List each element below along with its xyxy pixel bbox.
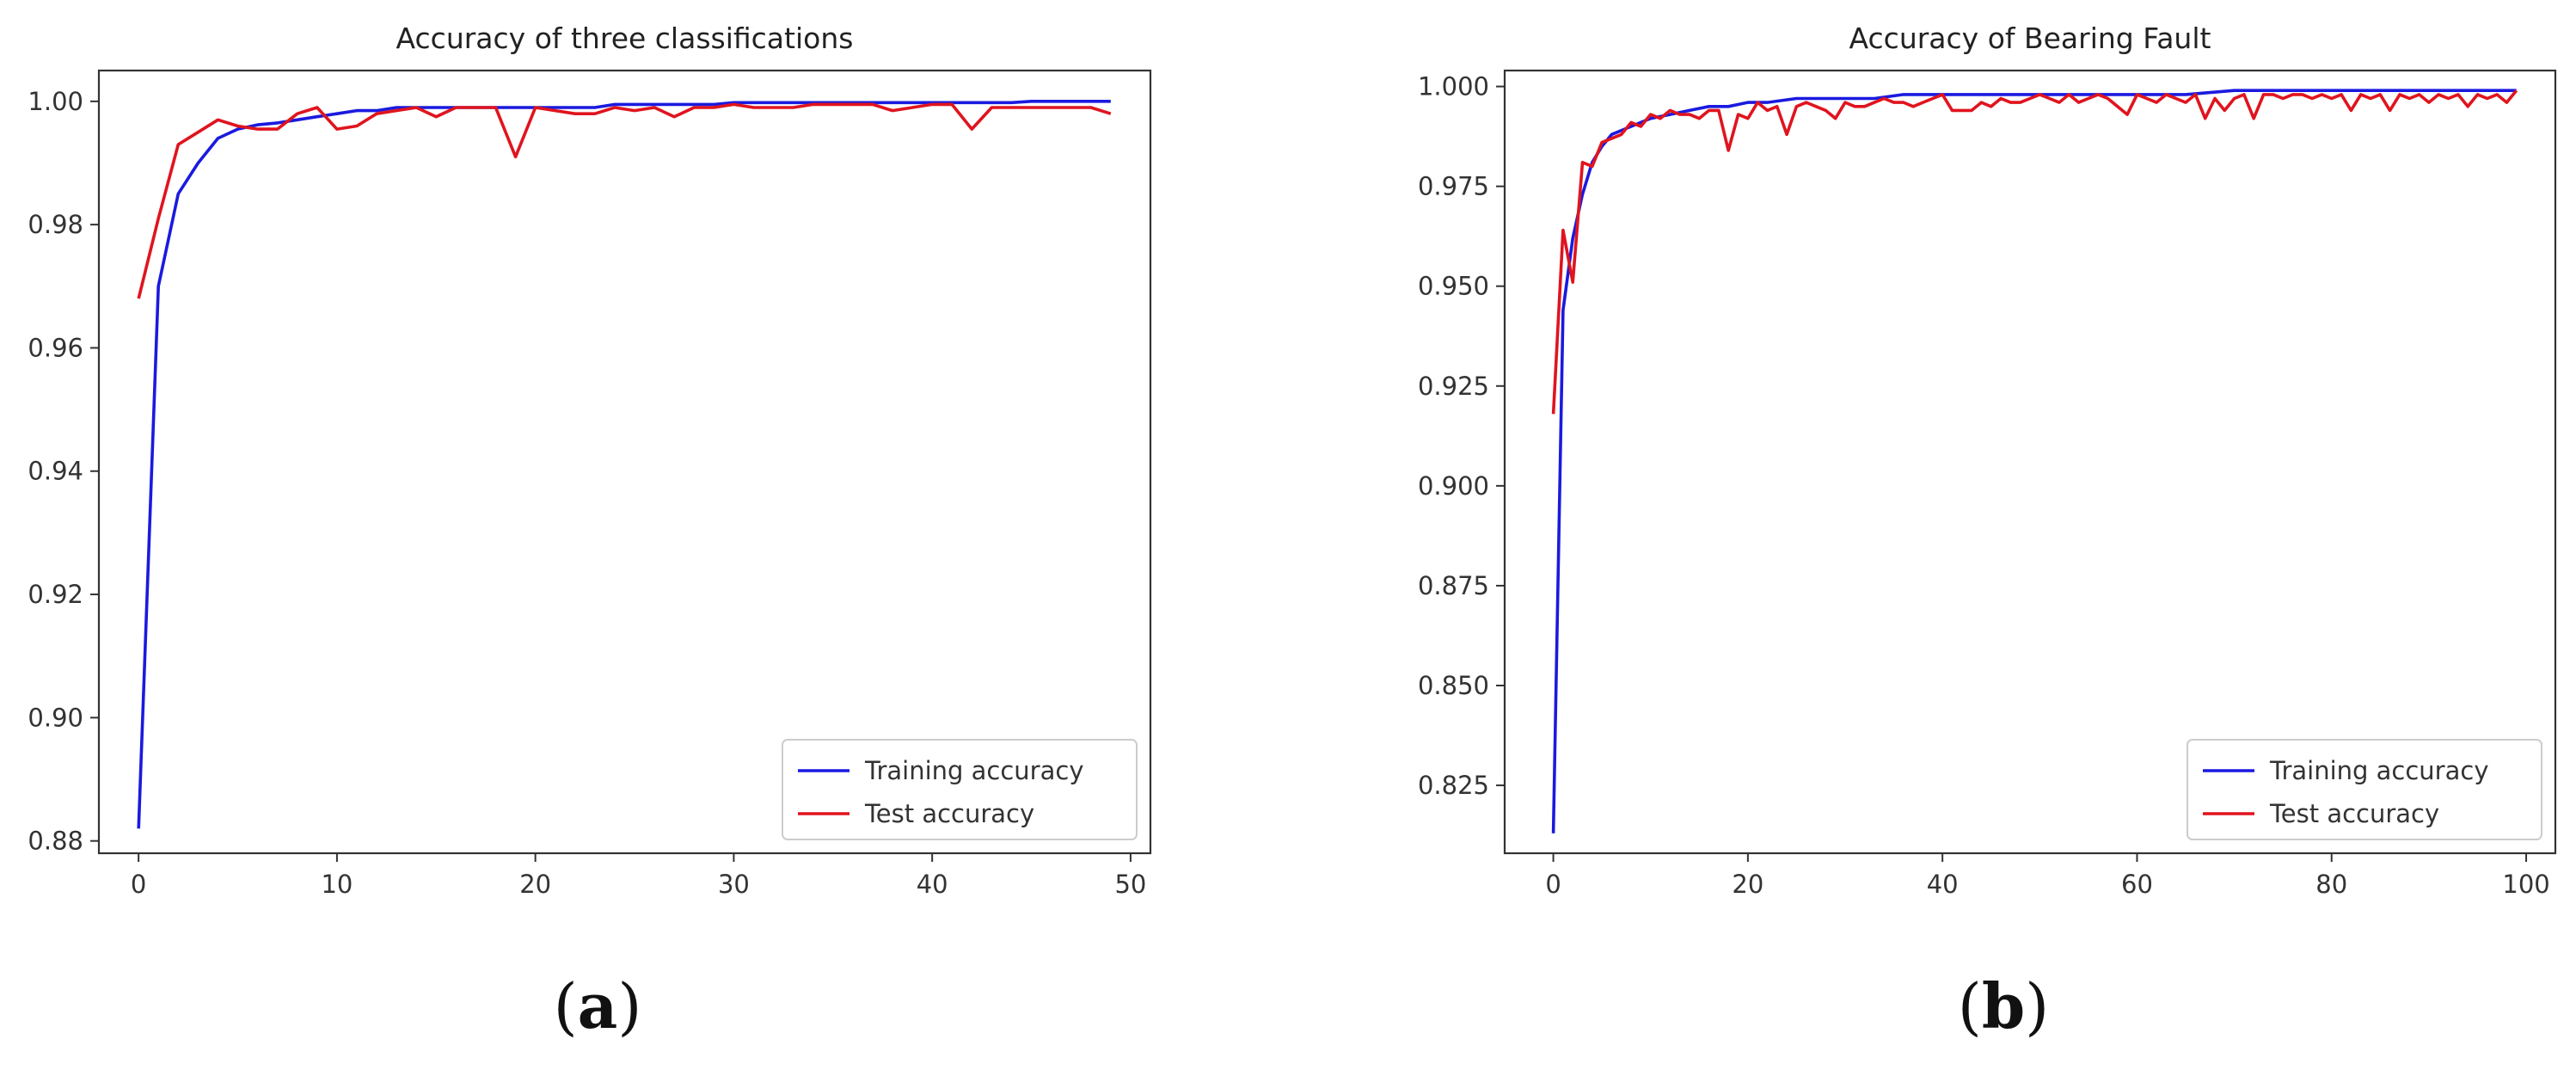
y-tick-label: 0.950 <box>1418 272 1489 301</box>
x-tick-label: 40 <box>917 870 948 899</box>
y-tick-label: 0.88 <box>28 827 83 856</box>
plot-frame <box>97 69 1152 855</box>
chart-panel-a: Accuracy of three classifications 0 10 20 30… <box>28 22 1152 1042</box>
legend-label-test: Test accuracy <box>2269 799 2439 828</box>
x-tick-label: 0 <box>1545 870 1561 899</box>
y-tick-label: 0.90 <box>28 703 83 732</box>
x-tick-label: 20 <box>519 870 551 899</box>
y-tick-label: 1.00 <box>28 87 83 116</box>
legend-label-training: Training accuracy <box>864 756 1084 785</box>
plot-frame <box>1503 69 2557 855</box>
y-tick-label: 0.975 <box>1418 172 1489 201</box>
panel-caption: (a) <box>554 969 642 1042</box>
legend-label-training: Training accuracy <box>2269 756 2489 785</box>
series-line-test <box>1551 89 2518 415</box>
y-tick-label: 0.925 <box>1418 372 1489 401</box>
panel-caption: (b) <box>1958 969 2050 1042</box>
y-tick-label: 0.94 <box>28 457 83 486</box>
series-line-training <box>1551 89 2517 833</box>
legend: Training accuracy Test accuracy <box>782 739 1138 840</box>
series-line-training <box>137 100 1111 829</box>
y-tick-label: 0.92 <box>28 580 83 609</box>
x-tick-label: 80 <box>2315 870 2347 899</box>
y-tick-label: 1.000 <box>1418 72 1489 101</box>
x-tick-label: 20 <box>1732 870 1763 899</box>
y-tick-label: 0.875 <box>1418 571 1489 600</box>
x-tick-label: 40 <box>1927 870 1959 899</box>
y-tick-label: 0.96 <box>28 333 83 362</box>
x-tick-label: 60 <box>2121 870 2153 899</box>
x-tick-label: 30 <box>718 870 750 899</box>
chart-panel-b: Accuracy of Bearing Fault 0 20 40 60 80 100 0.8… <box>1418 22 2557 1042</box>
y-tick-label: 0.98 <box>28 210 83 239</box>
y-tick-label: 0.850 <box>1418 671 1489 700</box>
x-tick-label: 10 <box>321 870 353 899</box>
chart-title: Accuracy of three classifications <box>396 22 854 55</box>
series-line-test <box>137 102 1112 299</box>
legend-box <box>2187 739 2542 840</box>
legend-label-test: Test accuracy <box>864 799 1034 828</box>
y-tick-label: 0.825 <box>1418 771 1489 800</box>
chart-title: Accuracy of Bearing Fault <box>1849 22 2211 55</box>
panel-letter: a <box>578 969 618 1042</box>
x-tick-label: 50 <box>1114 870 1146 899</box>
legend: Training accuracy Test accuracy <box>2187 739 2542 840</box>
legend-box <box>782 739 1138 840</box>
y-tick-label: 0.900 <box>1418 471 1489 501</box>
panel-letter: b <box>1982 969 2025 1042</box>
x-tick-label: 100 <box>2502 870 2549 899</box>
x-tick-label: 0 <box>131 870 146 899</box>
